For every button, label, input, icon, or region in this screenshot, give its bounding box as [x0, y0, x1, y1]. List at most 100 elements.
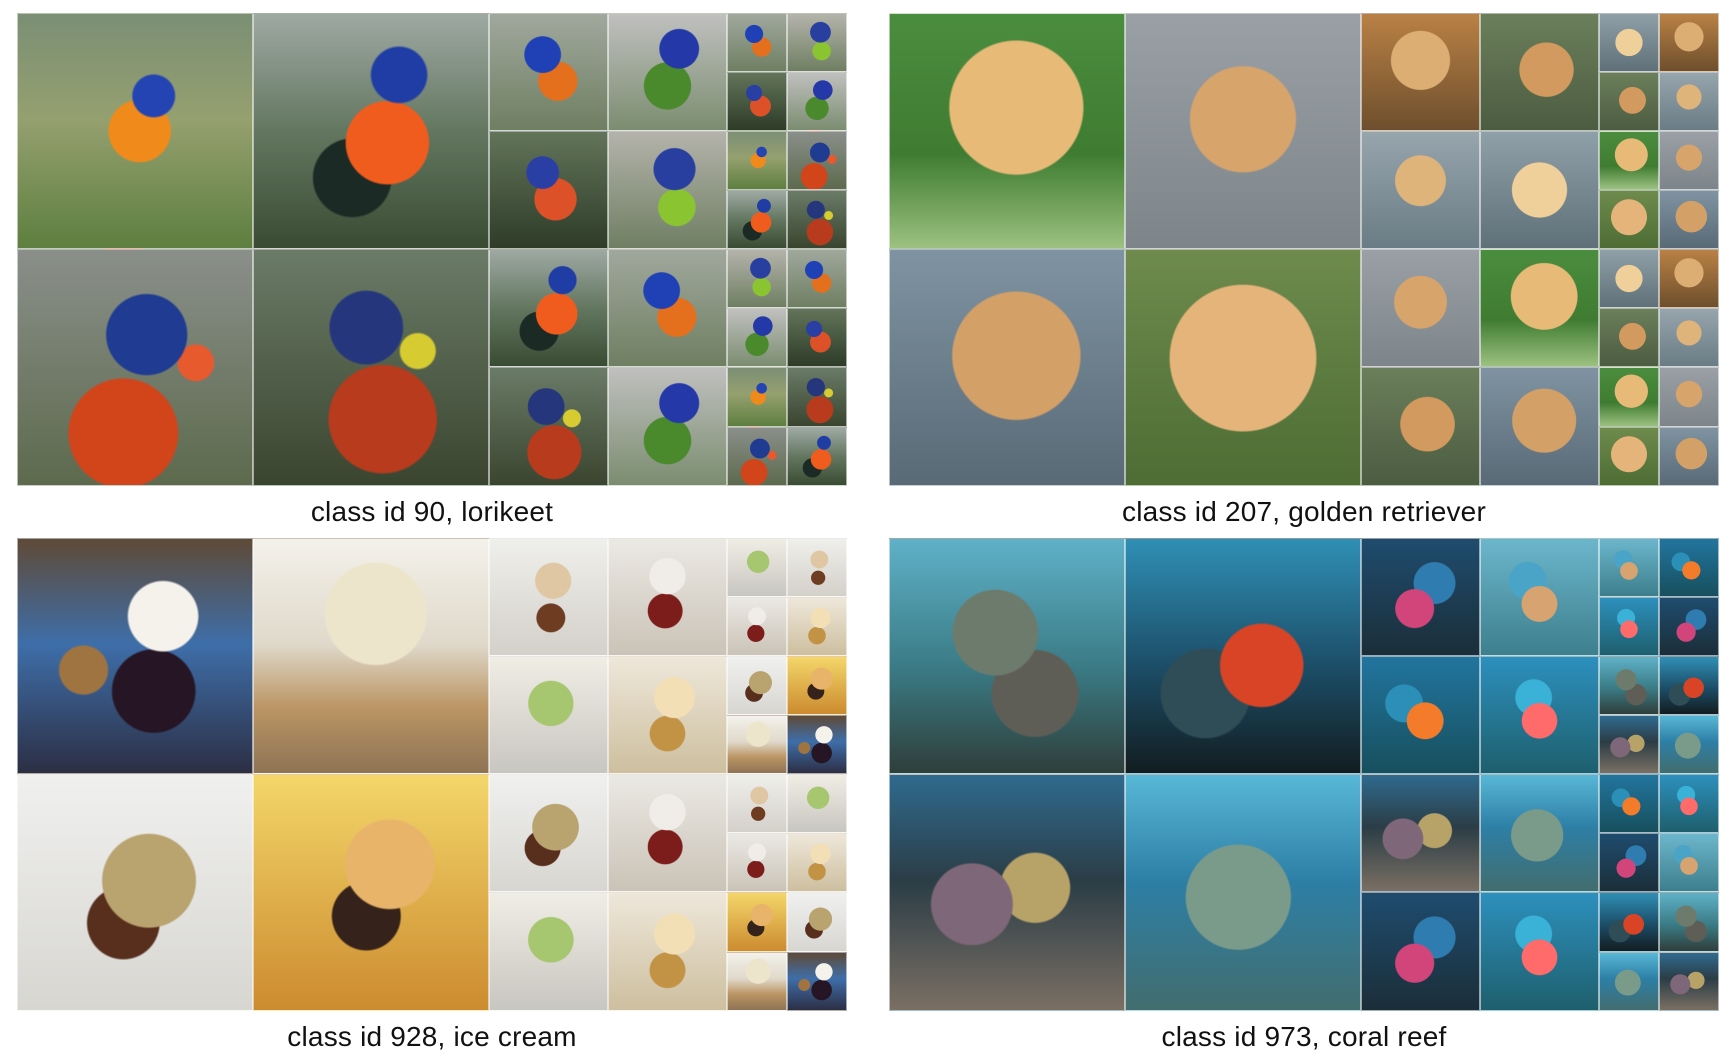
lorikeet-tile-large-4	[253, 249, 489, 486]
golden-retriever-tile-small-11	[1599, 308, 1659, 367]
golden-retriever-tile-small-7	[1599, 190, 1659, 249]
ice-cream-tile-small-4	[787, 597, 847, 656]
lorikeet-mosaic	[17, 13, 847, 486]
ice-cream-tile-small-8	[787, 715, 847, 774]
coral-reef-tile-large-1	[889, 538, 1125, 774]
coral-reef-tile-large-2	[1125, 538, 1361, 774]
ice-cream-tile-large-2	[253, 538, 489, 774]
golden-retriever-caption: class id 207, golden retriever	[1122, 496, 1486, 527]
ice-cream-tile-medium-5	[489, 774, 608, 892]
ice-cream-tile-large-3	[17, 774, 253, 1011]
lorikeet-tile-small-9	[727, 249, 787, 308]
golden-retriever-tile-medium-1	[1361, 13, 1480, 131]
coral-reef-tile-small-8	[1659, 715, 1719, 774]
lorikeet-tile-small-12	[787, 308, 847, 367]
golden-retriever-tile-small-16	[1659, 427, 1719, 486]
lorikeet-tile-small-1	[727, 13, 787, 72]
panel-golden-retriever: class id 207, golden retriever	[889, 13, 1719, 528]
coral-reef-tile-small-16	[1659, 952, 1719, 1011]
golden-retriever-tile-large-4	[1125, 249, 1361, 486]
coral-reef-tile-small-3	[1599, 597, 1659, 656]
lorikeet-tile-small-2	[787, 13, 847, 72]
golden-retriever-mosaic	[889, 13, 1719, 486]
ice-cream-tile-small-7	[727, 715, 787, 774]
lorikeet-tile-medium-6	[608, 249, 727, 367]
lorikeet-tile-medium-8	[608, 367, 727, 486]
lorikeet-tile-large-3	[17, 249, 253, 486]
ice-cream-tile-large-1	[17, 538, 253, 774]
coral-reef-mosaic	[889, 538, 1719, 1011]
ice-cream-tile-small-2	[787, 538, 847, 597]
ice-cream-tile-medium-4	[608, 656, 727, 774]
panel-coral-reef: class id 973, coral reef	[889, 538, 1719, 1053]
golden-retriever-tile-small-10	[1659, 249, 1719, 308]
coral-reef-tile-small-9	[1599, 774, 1659, 833]
lorikeet-tile-small-11	[727, 308, 787, 367]
golden-retriever-tile-medium-6	[1480, 249, 1599, 367]
coral-reef-tile-small-13	[1599, 892, 1659, 952]
lorikeet-tile-medium-7	[489, 367, 608, 486]
lorikeet-tile-large-2	[253, 13, 489, 249]
panel-ice-cream: class id 928, ice cream	[17, 538, 847, 1053]
coral-reef-tile-small-10	[1659, 774, 1719, 833]
lorikeet-tile-small-16	[787, 427, 847, 486]
lorikeet-tile-medium-4	[608, 131, 727, 249]
lorikeet-tile-small-10	[787, 249, 847, 308]
lorikeet-tile-medium-3	[489, 131, 608, 249]
coral-reef-tile-large-4	[1125, 774, 1361, 1011]
golden-retriever-tile-small-14	[1659, 367, 1719, 427]
coral-reef-tile-small-4	[1659, 597, 1719, 656]
ice-cream-tile-medium-1	[489, 538, 608, 656]
coral-reef-tile-medium-4	[1480, 656, 1599, 774]
ice-cream-tile-small-16	[787, 952, 847, 1011]
ice-cream-tile-small-6	[787, 656, 847, 715]
coral-reef-tile-medium-8	[1480, 892, 1599, 1011]
ice-cream-tile-small-9	[727, 774, 787, 833]
golden-retriever-tile-medium-8	[1480, 367, 1599, 486]
ice-cream-tile-small-10	[787, 774, 847, 833]
golden-retriever-tile-medium-3	[1361, 131, 1480, 249]
coral-reef-tile-medium-7	[1361, 892, 1480, 1011]
ice-cream-tile-medium-8	[608, 892, 727, 1011]
coral-reef-tile-large-3	[889, 774, 1125, 1011]
coral-reef-tile-medium-6	[1480, 774, 1599, 892]
ice-cream-tile-medium-3	[489, 656, 608, 774]
ice-cream-tile-medium-7	[489, 892, 608, 1011]
ice-cream-tile-small-12	[787, 833, 847, 892]
coral-reef-tile-small-5	[1599, 656, 1659, 715]
golden-retriever-tile-small-2	[1659, 13, 1719, 72]
golden-retriever-tile-medium-2	[1480, 13, 1599, 131]
lorikeet-tile-large-1	[17, 13, 253, 249]
ice-cream-tile-small-11	[727, 833, 787, 892]
lorikeet-tile-small-3	[727, 72, 787, 131]
golden-retriever-tile-small-12	[1659, 308, 1719, 367]
ice-cream-caption: class id 928, ice cream	[287, 1021, 577, 1052]
ice-cream-tile-small-5	[727, 656, 787, 715]
coral-reef-tile-medium-2	[1480, 538, 1599, 656]
golden-retriever-tile-small-8	[1659, 190, 1719, 249]
ice-cream-tile-small-1	[727, 538, 787, 597]
ice-cream-tile-small-13	[727, 892, 787, 952]
golden-retriever-tile-small-15	[1599, 427, 1659, 486]
lorikeet-tile-medium-5	[489, 249, 608, 367]
ice-cream-tile-small-14	[787, 892, 847, 952]
coral-reef-tile-medium-1	[1361, 538, 1480, 656]
lorikeet-tile-small-8	[787, 190, 847, 249]
coral-reef-tile-small-2	[1659, 538, 1719, 597]
coral-reef-tile-small-14	[1659, 892, 1719, 952]
golden-retriever-tile-medium-4	[1480, 131, 1599, 249]
coral-reef-tile-small-15	[1599, 952, 1659, 1011]
coral-reef-tile-medium-3	[1361, 656, 1480, 774]
ice-cream-tile-medium-6	[608, 774, 727, 892]
golden-retriever-tile-small-5	[1599, 131, 1659, 190]
golden-retriever-tile-small-13	[1599, 367, 1659, 427]
coral-reef-tile-medium-5	[1361, 774, 1480, 892]
lorikeet-tile-small-7	[727, 190, 787, 249]
coral-reef-tile-small-12	[1659, 833, 1719, 892]
ice-cream-tile-small-15	[727, 952, 787, 1011]
golden-retriever-tile-large-3	[889, 249, 1125, 486]
lorikeet-tile-small-15	[727, 427, 787, 486]
panel-lorikeet: class id 90, lorikeet	[17, 13, 847, 528]
ice-cream-tile-medium-2	[608, 538, 727, 656]
ice-cream-tile-large-4	[253, 774, 489, 1011]
